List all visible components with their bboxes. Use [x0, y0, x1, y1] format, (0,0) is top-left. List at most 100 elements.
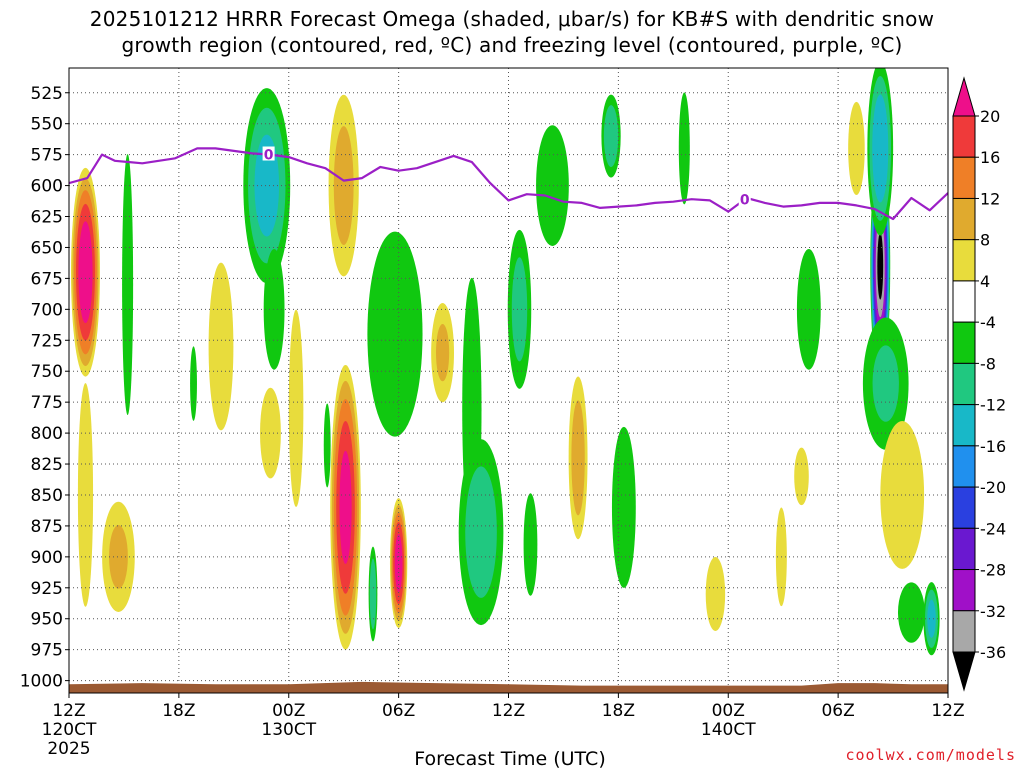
omega-feature — [190, 346, 197, 421]
y-tick-label: 775 — [31, 393, 63, 413]
omega-feature — [458, 439, 504, 626]
omega-feature — [288, 309, 304, 507]
omega-band — [323, 403, 331, 488]
omega-band — [794, 447, 809, 506]
x-tick-date: 130CT — [261, 720, 316, 740]
omega-band — [880, 421, 925, 569]
colorbar-label: -8 — [980, 354, 996, 373]
y-axis: 525 550 575 600 625 650 675 700 725 750 775 800 825 8… — [20, 84, 69, 692]
colorbar-swatch — [952, 486, 976, 529]
y-tick-label: 600 — [31, 177, 63, 197]
omega-band — [208, 262, 234, 431]
omega-band — [796, 248, 821, 370]
omega-feature — [678, 92, 690, 205]
y-tick-label: 575 — [31, 146, 63, 166]
omega-feature — [367, 231, 423, 437]
x-tick-date: 120CT — [42, 720, 97, 740]
y-tick-label: 675 — [31, 269, 63, 289]
colorbar-swatch — [952, 156, 976, 199]
y-tick-label: 1000 — [20, 672, 63, 692]
colorbar-label: -16 — [980, 437, 1006, 456]
freezing-level-label: 0 — [264, 148, 274, 164]
x-tick-label: 12Z — [52, 701, 85, 721]
colorbar-label: 8 — [980, 231, 990, 250]
omega-feature — [862, 317, 909, 450]
omega-feature — [705, 557, 726, 631]
y-tick-label: 750 — [31, 362, 63, 382]
omega-feature — [71, 167, 100, 377]
y-tick-label: 550 — [31, 115, 63, 135]
omega-band — [369, 558, 377, 630]
omega-band — [190, 346, 197, 421]
colorbar-label: -24 — [980, 519, 1006, 538]
chart-title-line-1: 2025101212 HRRR Forecast Omega (shaded, … — [89, 7, 935, 31]
colorbar-swatch — [952, 239, 976, 282]
omega-band — [848, 101, 865, 196]
omega-feature — [243, 88, 291, 284]
omega-feature — [923, 582, 940, 656]
chart-title: 2025101212 HRRR Forecast Omega (shaded, … — [0, 6, 1024, 58]
omega-feature — [260, 387, 281, 479]
x-tick-label: 12Z — [492, 701, 525, 721]
omega-band — [678, 92, 690, 205]
omega-band — [288, 309, 304, 507]
x-tick-label: 06Z — [821, 701, 854, 721]
freezing-level-label: 0 — [740, 192, 750, 208]
omega-feature — [523, 493, 538, 596]
omega-feature — [601, 94, 621, 178]
x-tick-year: 2025 — [47, 739, 90, 759]
y-tick-label: 700 — [31, 300, 63, 320]
y-tick-label: 800 — [31, 424, 63, 444]
colorbar-swatch — [952, 569, 976, 612]
omega-band — [367, 231, 423, 437]
omega-band — [339, 450, 352, 564]
x-tick-label: 12Z — [931, 701, 964, 721]
colorbar-label: -32 — [980, 602, 1006, 621]
x-axis-title: Forecast Time (UTC) — [414, 748, 605, 768]
chart-title-line-2: growth region (contoured, red, ºC) and f… — [121, 33, 903, 57]
omega-band — [333, 126, 354, 246]
colorbar-swatch-top — [952, 76, 976, 117]
omega-band — [705, 557, 726, 631]
y-tick-label: 625 — [31, 208, 63, 228]
colorbar-label: -28 — [980, 561, 1006, 580]
y-tick-label: 900 — [31, 548, 63, 568]
omega-band — [571, 400, 585, 516]
omega-band — [260, 387, 281, 479]
omega-band — [109, 525, 128, 589]
colorbar-label: -36 — [980, 643, 1006, 662]
omega-band — [611, 426, 636, 588]
omega-feature — [102, 501, 135, 612]
omega-feature — [880, 421, 925, 569]
source-link[interactable]: coolwx.com/models — [845, 746, 1016, 764]
colorbar-swatch — [952, 527, 976, 571]
ground-fill — [69, 681, 948, 693]
colorbar-label: -20 — [980, 478, 1006, 497]
omega-band — [511, 257, 528, 362]
y-tick-label: 825 — [31, 455, 63, 475]
x-tick-date: 140CT — [701, 720, 756, 740]
y-tick-label: 950 — [31, 610, 63, 630]
colorbar-swatch — [952, 321, 976, 364]
colorbar: 20 16 12 8 4 -4 -8 -12 -16 -20 -24 -28 -32 -36 — [952, 76, 1006, 692]
omega-band — [536, 125, 569, 246]
omega-feature — [431, 303, 454, 403]
colorbar-swatch — [952, 115, 976, 158]
x-tick-label: 00Z — [712, 701, 745, 721]
omega-feature — [848, 101, 865, 196]
omega-feature — [368, 546, 378, 642]
omega-band — [603, 105, 619, 167]
omega-band — [394, 533, 403, 593]
omega-feature — [323, 403, 331, 488]
omega-feature — [208, 262, 234, 431]
colorbar-swatch-bottom — [952, 651, 976, 692]
omega-feature — [263, 248, 285, 370]
omega-feature — [794, 447, 809, 506]
y-tick-label: 925 — [31, 579, 63, 599]
omega-feature — [330, 365, 361, 650]
y-tick-label: 975 — [31, 641, 63, 661]
x-tick-label: 18Z — [162, 701, 195, 721]
omega-feature — [867, 68, 894, 236]
freezing-level-label-bg — [738, 191, 751, 206]
